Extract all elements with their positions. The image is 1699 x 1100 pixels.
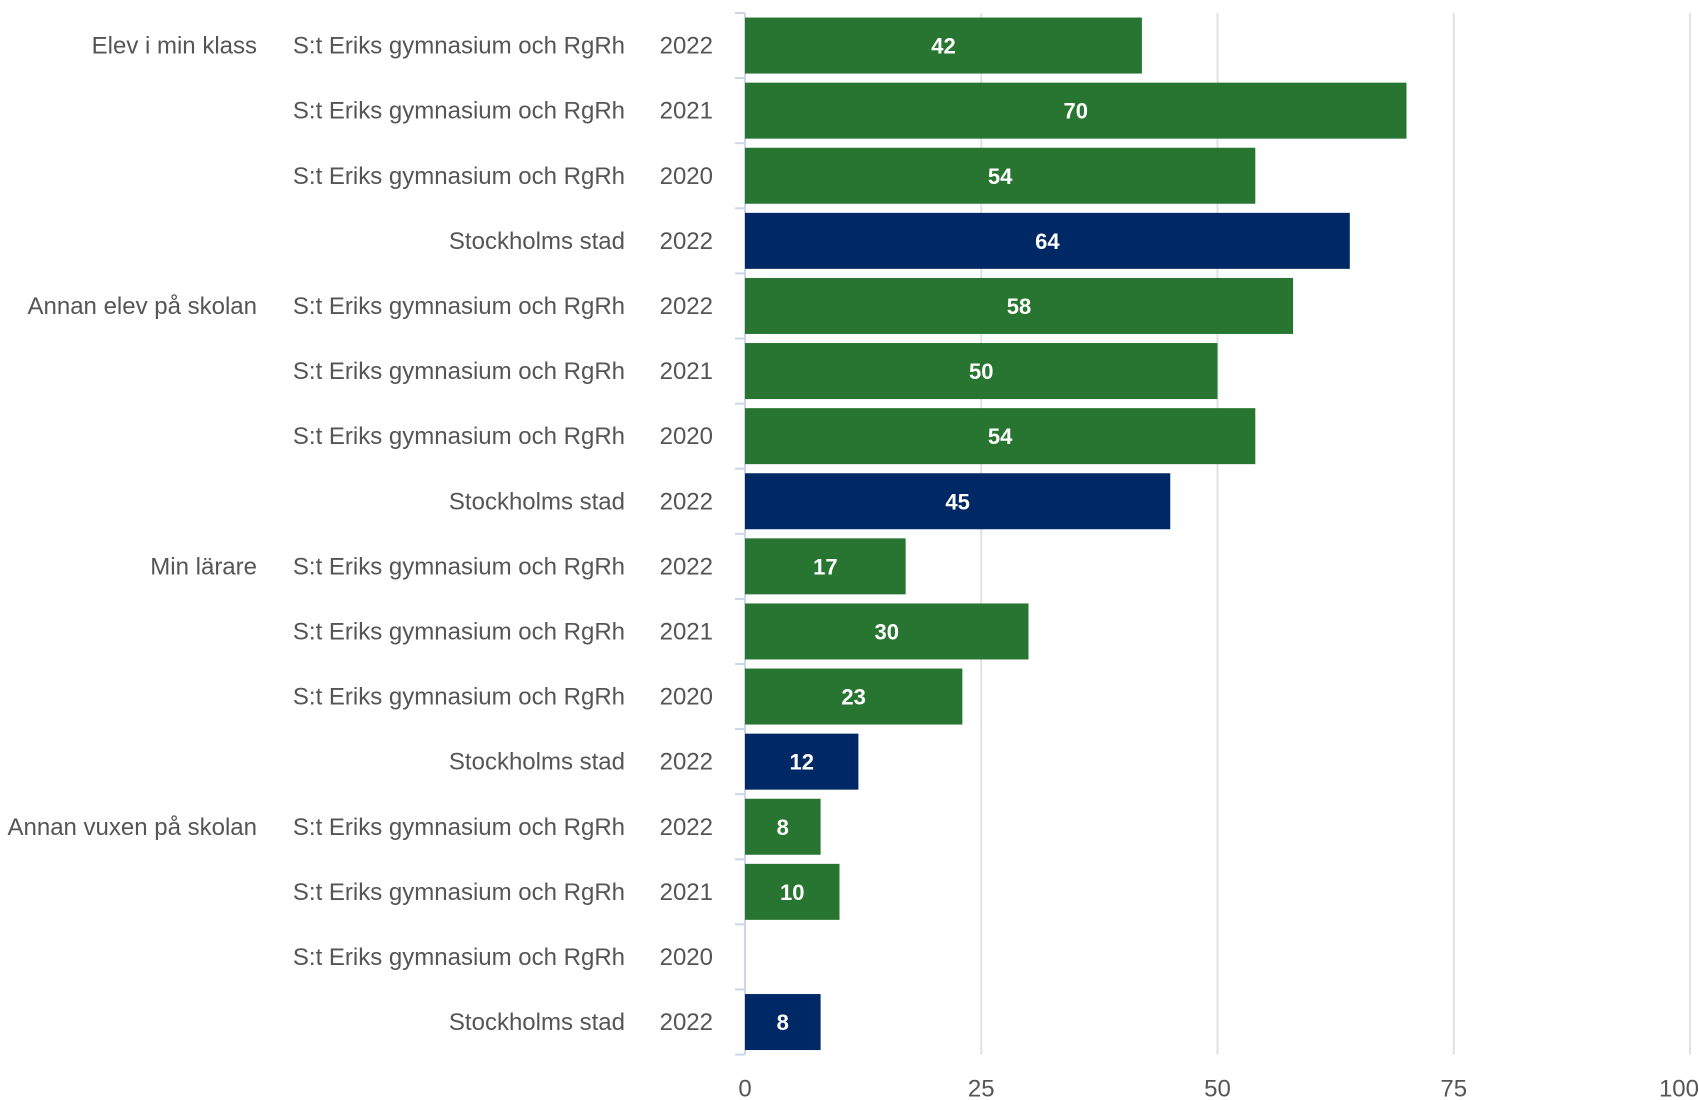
category-year-label: 2021 xyxy=(660,98,713,125)
data-label: 45 xyxy=(945,489,969,514)
bar xyxy=(745,538,906,595)
bar xyxy=(745,994,821,1051)
category-entity-label: S:t Eriks gymnasium och RgRh xyxy=(293,684,625,711)
x-tick-label: 0 xyxy=(738,1076,751,1100)
data-label: 8 xyxy=(777,815,789,840)
category-entity-label: Stockholms stad xyxy=(449,749,625,776)
category-year-label: 2022 xyxy=(660,488,713,515)
category-entity-label: S:t Eriks gymnasium och RgRh xyxy=(293,618,625,645)
bar xyxy=(745,17,1142,74)
category-group-label: Annan vuxen på skolan xyxy=(7,814,257,841)
data-label: 58 xyxy=(1007,294,1031,319)
bar xyxy=(745,863,840,920)
x-tick-label: 50 xyxy=(1204,1076,1231,1100)
category-entity-label: S:t Eriks gymnasium och RgRh xyxy=(293,879,625,906)
bar xyxy=(745,408,1256,465)
bar xyxy=(745,212,1350,269)
data-label: 42 xyxy=(931,34,955,59)
category-year-label: 2022 xyxy=(660,814,713,841)
data-label: 23 xyxy=(841,685,865,710)
bar xyxy=(745,798,821,855)
category-year-label: 2020 xyxy=(660,944,713,971)
data-label: 64 xyxy=(1035,229,1060,254)
category-year-label: 2022 xyxy=(660,228,713,255)
category-group-label: Elev i min klass xyxy=(92,33,257,60)
bar xyxy=(745,277,1294,334)
category-year-label: 2022 xyxy=(660,293,713,320)
data-label: 17 xyxy=(813,554,837,579)
data-label: 54 xyxy=(988,164,1013,189)
category-entity-label: Stockholms stad xyxy=(449,1009,625,1036)
bar xyxy=(745,147,1256,204)
category-year-label: 2021 xyxy=(660,879,713,906)
data-label: 30 xyxy=(875,619,899,644)
category-entity-label: S:t Eriks gymnasium och RgRh xyxy=(293,553,625,580)
data-label: 70 xyxy=(1064,99,1088,124)
bar xyxy=(745,82,1407,139)
category-entity-label: S:t Eriks gymnasium och RgRh xyxy=(293,293,625,320)
data-label: 10 xyxy=(780,880,804,905)
category-year-label: 2022 xyxy=(660,749,713,776)
category-group-label: Min lärare xyxy=(150,553,257,580)
category-year-label: 2020 xyxy=(660,423,713,450)
data-label: 50 xyxy=(969,359,993,384)
category-entity-label: Stockholms stad xyxy=(449,228,625,255)
category-entity-label: Stockholms stad xyxy=(449,488,625,515)
category-year-label: 2022 xyxy=(660,1009,713,1036)
category-year-label: 2021 xyxy=(660,618,713,645)
category-entity-label: S:t Eriks gymnasium och RgRh xyxy=(293,98,625,125)
category-year-label: 2021 xyxy=(660,358,713,385)
category-entity-label: S:t Eriks gymnasium och RgRh xyxy=(293,944,625,971)
category-year-label: 2022 xyxy=(660,33,713,60)
data-label: 8 xyxy=(777,1010,789,1035)
x-tick-label: 75 xyxy=(1440,1076,1467,1100)
category-year-label: 2020 xyxy=(660,684,713,711)
bar xyxy=(745,343,1218,400)
x-tick-label: 25 xyxy=(968,1076,995,1100)
category-entity-label: S:t Eriks gymnasium och RgRh xyxy=(293,163,625,190)
data-label: 54 xyxy=(988,424,1013,449)
category-entity-label: S:t Eriks gymnasium och RgRh xyxy=(293,423,625,450)
x-tick-label: 100 xyxy=(1659,1076,1699,1100)
category-year-label: 2020 xyxy=(660,163,713,190)
bar xyxy=(745,603,1029,660)
category-entity-label: S:t Eriks gymnasium och RgRh xyxy=(293,358,625,385)
data-label: 12 xyxy=(789,750,813,775)
category-group-label: Annan elev på skolan xyxy=(28,293,258,320)
category-entity-label: S:t Eriks gymnasium och RgRh xyxy=(293,814,625,841)
bar xyxy=(745,668,963,725)
category-year-label: 2022 xyxy=(660,553,713,580)
bar xyxy=(745,733,859,790)
bar xyxy=(745,473,1171,530)
category-entity-label: S:t Eriks gymnasium och RgRh xyxy=(293,33,625,60)
